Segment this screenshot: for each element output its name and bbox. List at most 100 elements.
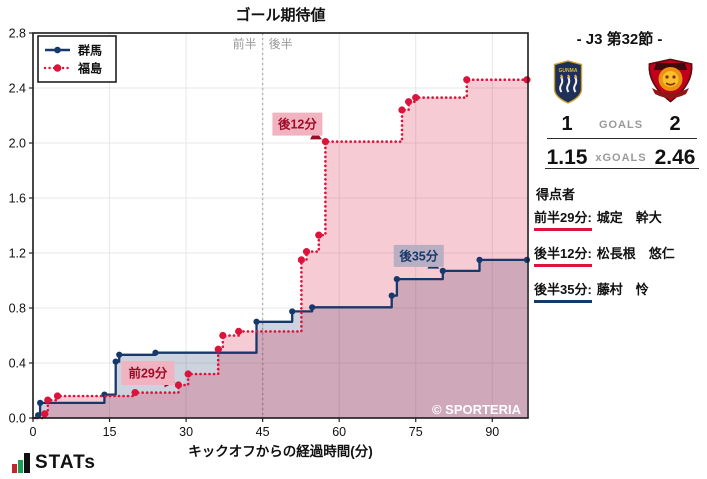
y-tick-label: 2.0 — [9, 137, 26, 151]
x-tick-label: 45 — [256, 425, 270, 439]
goal-annotation: 後35分 — [393, 244, 444, 269]
scorer-row: 後半35分: 藤村 怜 — [534, 279, 707, 303]
y-tick-label: 0.4 — [9, 357, 26, 371]
area-fill-fukushima — [33, 79, 527, 418]
data-point-marker — [35, 412, 42, 419]
data-point-marker — [321, 138, 330, 146]
bar-chart-icon — [12, 453, 31, 473]
data-point-marker — [412, 94, 420, 102]
legend-marker — [54, 46, 61, 54]
scorer-time: 後半12分: — [534, 243, 592, 267]
data-point-marker — [476, 256, 483, 263]
goals-label: GOALS — [598, 118, 644, 131]
xg-chart-svg: 0 15 30 45 60 75 90 0.0 0.4 0.8 1.2 1.6 2.0 2.4 2.8 ゴール… — [9, 6, 531, 459]
data-point-marker — [53, 392, 62, 400]
x-tick-label: 0 — [30, 425, 37, 439]
data-point-marker — [214, 345, 222, 353]
home-xgoals: 1.15 — [546, 146, 588, 169]
y-tick-label: 1.2 — [9, 247, 26, 261]
data-point-marker — [152, 349, 159, 356]
goals-underline — [547, 138, 697, 139]
scorer-time: 前半29分: — [534, 207, 592, 231]
x-tick-label: 75 — [409, 425, 423, 439]
scorer-time: 後半35分: — [534, 279, 592, 303]
goals-row: 1 GOALS 2 — [545, 113, 697, 136]
xg-step-chart: 0 15 30 45 60 75 90 0.0 0.4 0.8 1.2 1.6 2.0 2.4 2.8 ゴール… — [9, 6, 531, 459]
gunma-crest-logo: GUNMA — [553, 60, 583, 104]
data-point-marker — [174, 381, 183, 389]
match-round-title: - J3 第32節 - — [576, 31, 663, 48]
data-point-marker — [41, 410, 49, 418]
series-line — [33, 258, 527, 420]
legend-marker — [53, 64, 62, 72]
tick-labels: 0 15 30 45 60 75 90 0.0 0.4 0.8 1.2 1.6 2.0 2.4 2.8 — [9, 27, 500, 440]
annotation-label: 後12分 — [278, 117, 317, 132]
scorer-name: 城定 幹大 — [596, 210, 662, 225]
y-tick-label: 2.4 — [9, 82, 26, 96]
stats-logo: STATs — [12, 451, 96, 473]
annotation-label: 前29分 — [128, 366, 167, 381]
data-point-marker — [523, 256, 531, 263]
data-point-marker — [302, 248, 311, 256]
data-point-marker — [116, 351, 123, 358]
goal-annotation: 後12分 — [272, 112, 323, 140]
annotation-box — [393, 244, 444, 267]
legend-label: 福島 — [77, 61, 102, 76]
data-point-marker — [112, 358, 119, 365]
scorer-row: 後半12分: 松長根 悠仁 — [534, 243, 707, 267]
data-point-marker — [393, 276, 400, 283]
data-point-marker — [404, 98, 413, 106]
annotation-label: 後35分 — [399, 248, 438, 263]
data-point-marker — [439, 267, 446, 274]
data-point-marker — [523, 76, 531, 84]
scorer-row: 前半29分: 城定 幹大 — [534, 207, 707, 231]
second-half-label: 後半 — [269, 37, 293, 51]
x-tick-label: 60 — [332, 425, 346, 439]
away-goals: 2 — [669, 113, 681, 135]
xgoals-label: xGOALS — [595, 152, 647, 164]
y-tick-label: 2.8 — [9, 27, 26, 41]
data-point-marker — [388, 292, 395, 299]
data-point-marker — [289, 308, 296, 315]
data-point-marker — [184, 370, 192, 378]
xgoals-underline — [545, 168, 699, 169]
home-goals: 1 — [561, 113, 573, 135]
annotation-box — [121, 361, 175, 385]
x-tick-label: 15 — [103, 425, 117, 439]
data-point-marker — [131, 388, 139, 397]
first-half-label: 前半 — [233, 36, 257, 51]
data-point-marker — [44, 396, 52, 404]
x-axis-label: キックオフからの経過時間(分) — [188, 443, 373, 459]
scorers-list: 前半29分: 城定 幹大後半12分: 松長根 悠仁後半35分: 藤村 怜 — [534, 207, 707, 315]
plot-border — [32, 32, 529, 419]
y-tick-label: 1.6 — [9, 192, 26, 206]
x-tick-label: 30 — [179, 425, 193, 439]
data-point-marker — [398, 106, 406, 114]
chart-title: ゴール期待値 — [235, 6, 325, 24]
x-tick-label: 90 — [485, 425, 499, 439]
fukushima-united-crest-logo — [648, 58, 693, 103]
data-point-marker — [315, 231, 323, 239]
scorer-name: 藤村 怜 — [596, 282, 649, 297]
goal-annotation: 前29分 — [121, 361, 176, 388]
annotation-box — [272, 112, 323, 136]
data-point-marker — [235, 327, 243, 335]
y-tick-label: 0.0 — [9, 412, 26, 426]
scorer-name: 松長根 悠仁 — [596, 246, 675, 261]
stats-logo-text: STATs — [35, 452, 96, 473]
data-point-marker — [253, 318, 260, 325]
legend-label: 群馬 — [77, 43, 102, 58]
legend-box — [37, 35, 117, 83]
match-summary-panel: - J3 第32節 - GUNMA 1 GOALS 2 — [532, 0, 707, 479]
scorers-heading: 得点者 — [536, 187, 576, 202]
tick-marks — [29, 32, 493, 422]
y-tick-label: 0.8 — [9, 302, 26, 316]
svg-text:GUNMA: GUNMA — [559, 68, 578, 74]
sporteria-watermark: © SPORTERIA — [432, 402, 522, 417]
data-point-marker — [463, 76, 471, 84]
xgoals-row: 1.15 xGOALS 2.46 — [545, 146, 697, 170]
data-point-marker — [297, 256, 306, 264]
away-xgoals: 2.46 — [654, 146, 696, 169]
